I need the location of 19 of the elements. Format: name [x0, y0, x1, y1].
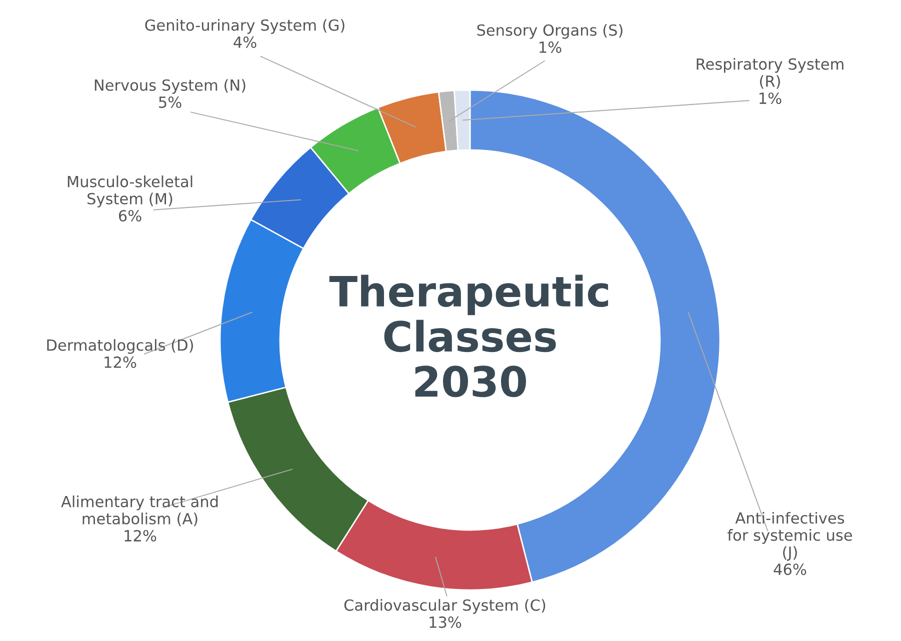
- slice-label: Sensory Organs (S): [477, 24, 622, 39]
- slice-label: Genito-urinary System (G): [145, 19, 344, 34]
- data-label: 12%: [124, 530, 156, 542]
- data-label: 5%: [159, 96, 182, 108]
- data-label: 6%: [118, 210, 142, 222]
- data-label: 13%: [430, 616, 462, 628]
- slice-label: Respiratory System (R): [696, 58, 844, 89]
- data-label: 4%: [234, 36, 256, 48]
- slice-label: Nervous System (N): [94, 79, 246, 94]
- slice-label: Anti-infectives for systemic use (J): [728, 512, 852, 561]
- data-label: 1%: [540, 41, 562, 53]
- text: Therapeutic Classes 2030: [329, 274, 608, 398]
- slice-label: Alimentary tract and metabolism (A): [61, 496, 218, 526]
- data-label: 12%: [104, 356, 136, 368]
- slice-label: Cardiovascular System (C): [344, 599, 546, 614]
- data-label: 1%: [760, 92, 782, 104]
- slice-label: Dermatologcals (D): [47, 339, 193, 354]
- data-label: 46%: [774, 564, 806, 576]
- slice-label: Musculo-skeletal System (M): [68, 176, 192, 208]
